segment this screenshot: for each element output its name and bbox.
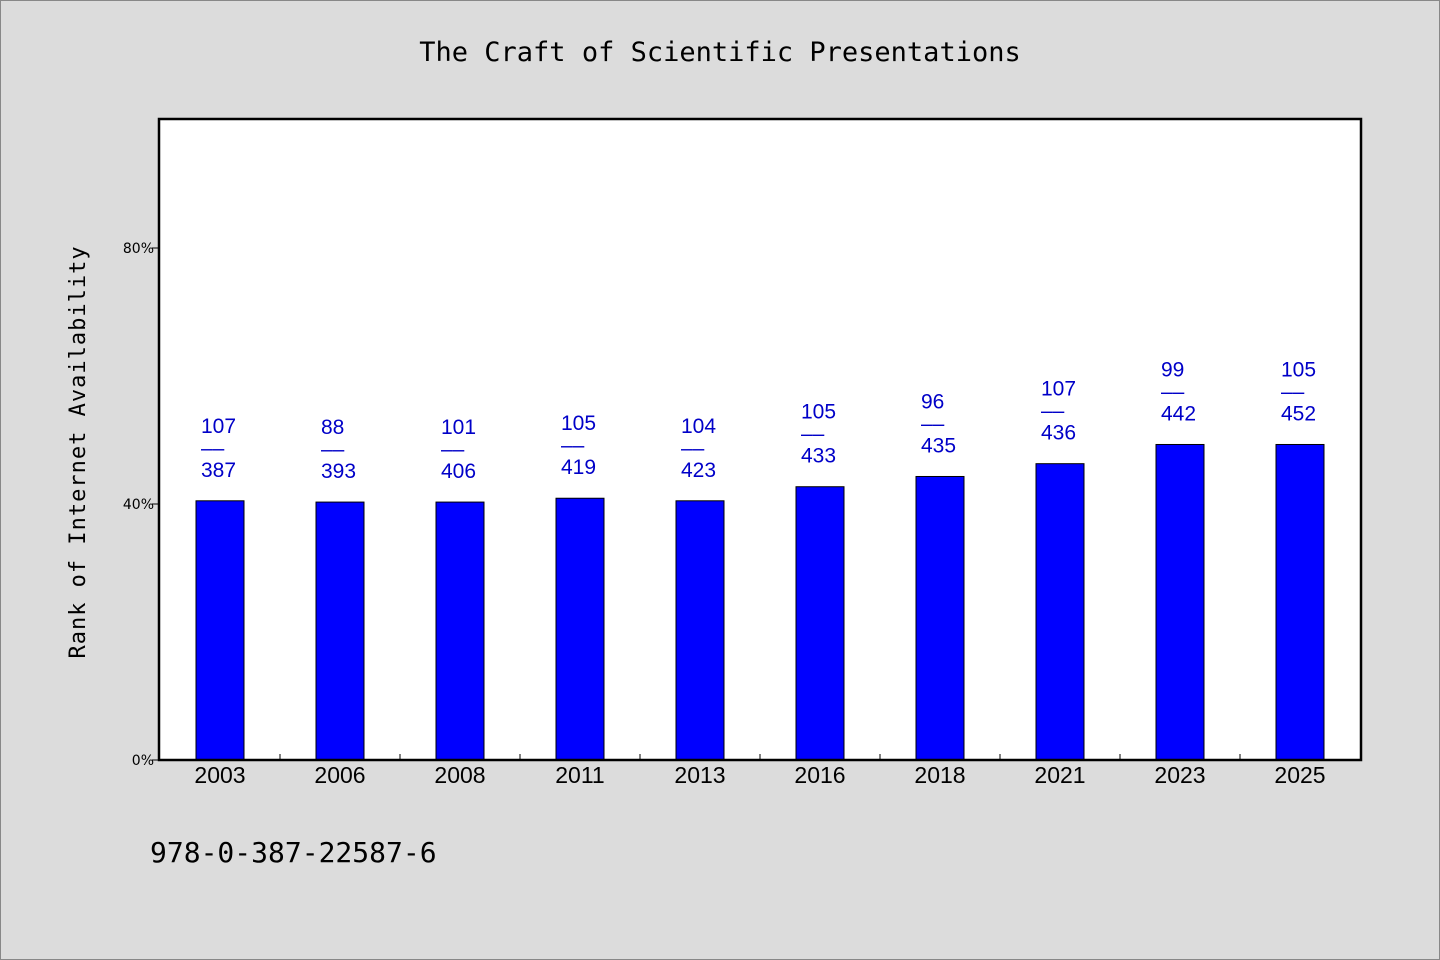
- data-label-sep-2021: ––: [1041, 400, 1065, 423]
- data-label-sep-2013: ––: [681, 437, 705, 460]
- data-label-top-2013: 104: [681, 415, 716, 438]
- x-tick-label-2021: 2021: [1034, 762, 1085, 788]
- data-label-bottom-2023: 442: [1161, 402, 1196, 425]
- x-tick-label-2006: 2006: [314, 762, 365, 788]
- y-axis-label: Rank of Internet Availability: [66, 245, 91, 658]
- isbn-text: 978-0-387-22587-6: [150, 836, 437, 869]
- data-label-sep-2011: ––: [561, 434, 585, 457]
- data-label-top-2018: 96: [921, 390, 944, 413]
- data-label-sep-2025: ––: [1281, 380, 1305, 403]
- x-tick-label-2008: 2008: [434, 762, 485, 788]
- data-label-top-2025: 105: [1281, 358, 1316, 381]
- data-label-top-2011: 105: [561, 412, 596, 435]
- x-tick-label-2018: 2018: [914, 762, 965, 788]
- x-tick-label-2011: 2011: [555, 762, 604, 788]
- x-tick-label-2023: 2023: [1154, 762, 1205, 788]
- bar-2008: [435, 501, 485, 761]
- x-tick-label-2025: 2025: [1274, 762, 1325, 788]
- data-label-top-2016: 105: [801, 401, 836, 424]
- bar-2006: [315, 501, 365, 761]
- bar-2025: [1275, 443, 1325, 761]
- data-label-sep-2023: ––: [1161, 380, 1185, 403]
- bar-2003: [195, 500, 245, 761]
- data-label-sep-2008: ––: [441, 438, 465, 461]
- data-label-top-2023: 99: [1161, 358, 1184, 381]
- y-tick-label: 40%: [123, 497, 154, 513]
- data-label-bottom-2013: 423: [681, 459, 716, 482]
- data-label-bottom-2008: 406: [441, 460, 476, 483]
- data-label-top-2008: 101: [441, 416, 476, 439]
- data-labels-group: 107––38788––393101––406105––419104––4231…: [201, 358, 1316, 483]
- bar-2013: [675, 500, 725, 761]
- bar-2023: [1155, 443, 1205, 761]
- data-label-sep-2016: ––: [801, 423, 825, 446]
- bars-group: [195, 443, 1325, 761]
- plot-border: [157, 117, 1363, 762]
- x-tick-label-2016: 2016: [794, 762, 845, 788]
- data-label-sep-2006: ––: [321, 438, 345, 461]
- bar-2011: [555, 497, 605, 761]
- x-tick-label-2003: 2003: [194, 762, 245, 788]
- data-label-top-2003: 107: [201, 415, 236, 438]
- data-label-top-2021: 107: [1041, 378, 1076, 401]
- data-label-bottom-2018: 435: [921, 434, 956, 457]
- data-label-sep-2018: ––: [921, 412, 945, 435]
- data-label-bottom-2021: 436: [1041, 422, 1076, 445]
- data-label-bottom-2003: 387: [201, 459, 236, 482]
- data-label-bottom-2025: 452: [1281, 402, 1316, 425]
- data-label-bottom-2011: 419: [561, 456, 596, 479]
- data-label-bottom-2006: 393: [321, 460, 356, 483]
- y-tick-label: 0%: [132, 753, 154, 769]
- data-label-sep-2003: ––: [201, 437, 225, 460]
- data-label-bottom-2016: 433: [801, 445, 836, 468]
- data-label-top-2006: 88: [321, 416, 344, 439]
- bar-2021: [1035, 463, 1085, 761]
- chart-title: The Craft of Scientific Presentations: [419, 37, 1020, 68]
- y-tick-label: 80%: [123, 241, 154, 257]
- y-ticks-group: 0% 40% 80%: [123, 241, 160, 769]
- x-tick-label-2013: 2013: [674, 762, 725, 788]
- bar-2016: [795, 486, 845, 761]
- bar-2018: [915, 475, 965, 761]
